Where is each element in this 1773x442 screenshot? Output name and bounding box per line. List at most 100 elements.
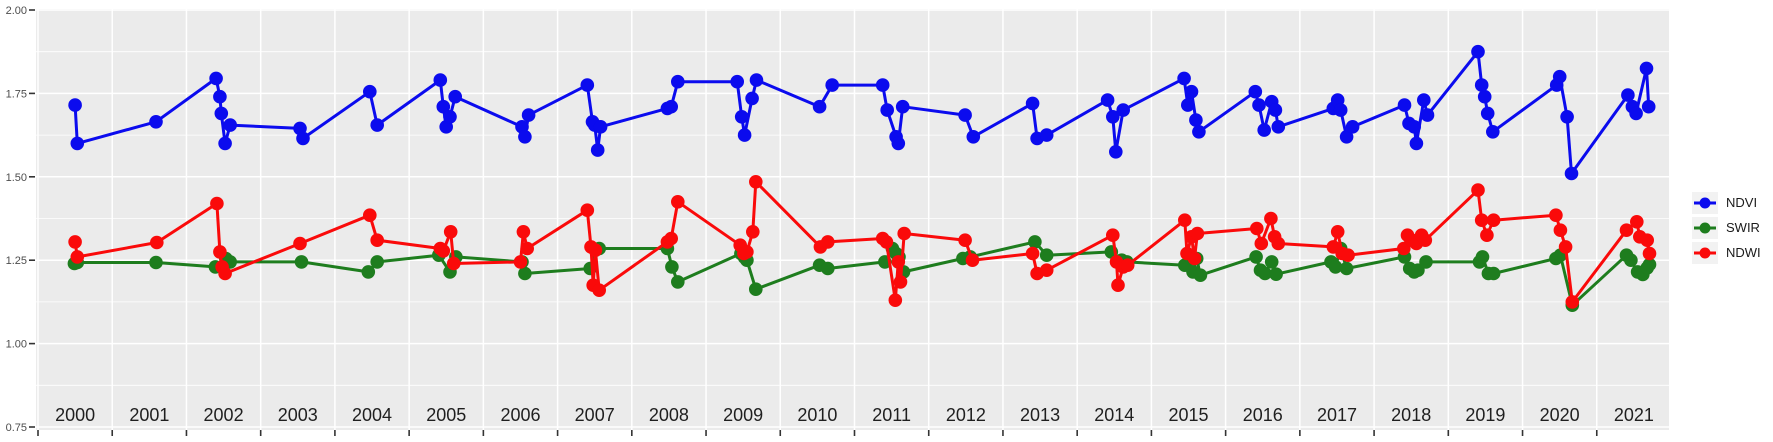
ndvi-point	[1560, 110, 1574, 124]
ndvi-point	[1552, 69, 1567, 84]
ndvi-point	[1409, 136, 1424, 151]
ndwi-point	[588, 243, 603, 257]
swir-point	[1486, 266, 1501, 281]
ndwi-point	[1250, 221, 1264, 236]
swir-point	[749, 282, 763, 297]
ndwi-point	[1640, 233, 1654, 247]
ndvi-point	[1339, 130, 1354, 144]
y-tick-label: 1.75	[6, 88, 27, 100]
ndvi-point	[149, 115, 163, 129]
ndwi-point	[436, 244, 451, 258]
swir-point	[294, 255, 309, 269]
ndwi-point	[446, 256, 461, 271]
swir-point	[665, 260, 679, 274]
ndvi-point	[1417, 93, 1431, 107]
x-tick-label-2021: 2021	[1614, 405, 1654, 425]
x-tick-label-2016: 2016	[1243, 405, 1283, 425]
ndvi-point	[70, 136, 85, 151]
ndvi-point	[1486, 125, 1500, 139]
ndwi-point	[821, 235, 835, 249]
plot-panel	[36, 9, 1669, 430]
ndvi-point	[443, 110, 457, 124]
swir-point	[1475, 250, 1490, 264]
x-tick-label-2007: 2007	[575, 405, 615, 425]
ndvi-point	[370, 118, 385, 132]
ndwi-point	[664, 231, 678, 246]
ndvi-point	[958, 108, 972, 122]
ndwi-point	[897, 226, 911, 241]
ndwi-point	[1642, 246, 1657, 261]
ndvi-point	[1189, 113, 1203, 127]
ndwi-point	[150, 235, 164, 250]
swir-point	[1624, 253, 1638, 267]
ndvi-point	[664, 99, 678, 114]
ndvi-point	[1480, 106, 1495, 121]
swir-point	[1258, 266, 1272, 281]
ndwi-point	[965, 253, 980, 267]
ndwi-point	[671, 195, 685, 209]
ndvi-point	[895, 99, 910, 114]
x-tick-label-2000: 2000	[55, 405, 95, 425]
ndvi-point	[1252, 98, 1266, 112]
y-tick-label: 2.00	[6, 5, 27, 17]
ndwi-point	[1418, 233, 1433, 247]
ndvi-point	[448, 89, 463, 104]
ndwi-point	[370, 233, 385, 247]
swir-point	[1339, 261, 1354, 276]
swir-point	[1264, 255, 1279, 269]
legend-entry-ndvi: NDVI	[1692, 192, 1761, 214]
ndwi-point	[1558, 240, 1573, 254]
ndwi-point	[1471, 183, 1485, 197]
ndvi-point	[1333, 103, 1348, 117]
swir-point	[149, 255, 163, 270]
ndwi-point	[749, 175, 763, 189]
legend-swatch-ndwi	[1694, 247, 1716, 259]
ndvi-point	[223, 118, 237, 132]
y-tick-label: 0.75	[6, 422, 27, 434]
x-tick-label-2014: 2014	[1094, 405, 1134, 425]
ndvi-point	[1248, 84, 1263, 99]
ndvi-point	[1471, 44, 1485, 59]
legend-key-ndwi	[1692, 242, 1718, 264]
ndvi-point	[737, 128, 752, 142]
ndvi-point	[745, 91, 759, 106]
ndwi-point	[891, 255, 906, 269]
ndvi-point	[966, 130, 981, 144]
ndvi-point	[1641, 99, 1656, 114]
ndwi-point	[1190, 226, 1205, 241]
ndwi-point	[1111, 278, 1125, 293]
legend-key-ndvi	[1692, 192, 1718, 214]
ndvi-point	[436, 99, 451, 114]
ndvi-point	[1116, 103, 1130, 117]
x-tick-label-2003: 2003	[278, 405, 318, 425]
ndvi-point	[880, 103, 894, 117]
swir-point	[1039, 248, 1054, 262]
ndwi-point	[520, 241, 534, 256]
ndvi-point	[1177, 71, 1191, 86]
legend-entry-ndwi: NDWI	[1692, 242, 1761, 264]
ndwi-point	[740, 245, 754, 259]
ndvi-point	[214, 106, 229, 121]
ndvi-point	[296, 131, 310, 146]
ndvi-point	[1025, 96, 1040, 111]
ndwi-point	[213, 245, 227, 259]
ndwi-point	[1187, 251, 1202, 266]
ndvi-point	[891, 136, 906, 151]
ndvi-point	[1100, 93, 1115, 107]
swir-point	[1328, 260, 1343, 274]
legend-label-swir: SWIR	[1726, 220, 1760, 235]
ndvi-point	[209, 71, 223, 86]
ndwi-point	[1565, 295, 1580, 309]
ndwi-point	[1549, 208, 1563, 222]
legend-label-ndwi: NDWI	[1726, 245, 1761, 260]
ndwi-point	[1025, 246, 1040, 261]
x-tick-label-2002: 2002	[204, 405, 244, 425]
ndvi-point	[1407, 120, 1421, 134]
ndwi-point	[218, 266, 232, 281]
ndvi-point	[1109, 145, 1123, 159]
ndvi-point	[1106, 110, 1120, 124]
ndvi-point	[593, 120, 608, 134]
swir-point	[1642, 257, 1657, 272]
ndwi-point	[70, 250, 85, 264]
